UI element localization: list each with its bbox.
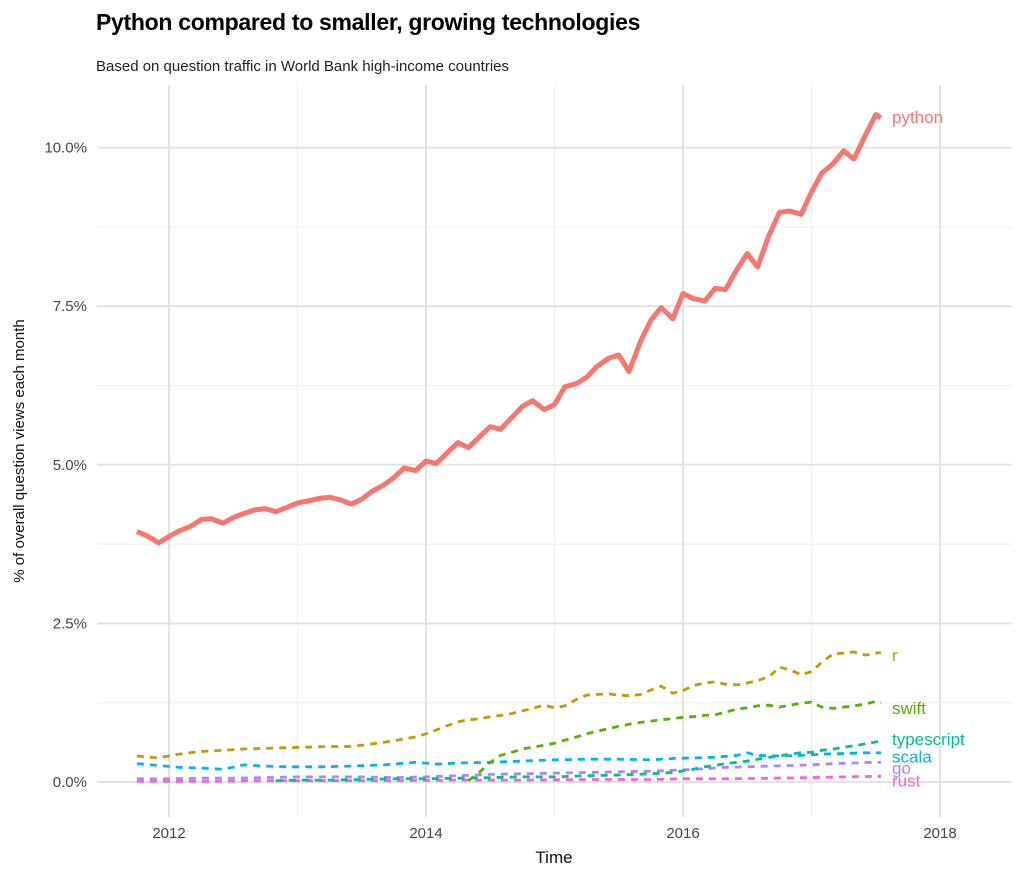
series-label-r: r xyxy=(892,646,898,665)
series-label-python: python xyxy=(892,108,943,127)
x-tick-label: 2018 xyxy=(923,825,956,842)
series-line-scala xyxy=(136,751,881,771)
y-tick-label: 5.0% xyxy=(53,457,87,474)
y-tick-label: 0.0% xyxy=(53,774,87,791)
x-tick-label: 2016 xyxy=(666,825,699,842)
series-label-rust: rust xyxy=(892,772,921,791)
series-line-rust xyxy=(136,774,881,783)
x-tick-label: 2014 xyxy=(409,825,442,842)
series-label-scala: scala xyxy=(892,748,932,767)
series-label-typescript: typescript xyxy=(892,730,965,749)
y-tick-label: 7.5% xyxy=(53,298,87,315)
series-line-swift xyxy=(467,700,882,782)
y-tick-label: 2.5% xyxy=(53,615,87,632)
series-line-python xyxy=(135,112,883,546)
chart-subtitle: Based on question traffic in World Bank … xyxy=(96,58,510,75)
series-line-typescript xyxy=(275,739,882,783)
series-line-r xyxy=(136,650,882,760)
x-tick-label: 2012 xyxy=(152,825,185,842)
y-tick-label: 10.0% xyxy=(44,140,87,157)
x-axis-title: Time xyxy=(535,848,573,867)
series-line-go xyxy=(136,760,881,781)
series-label-swift: swift xyxy=(892,699,926,718)
chart-title: Python compared to smaller, growing tech… xyxy=(96,9,641,35)
series-label-go: go xyxy=(892,759,911,778)
y-axis-title: % of overall question views each month xyxy=(11,319,28,583)
